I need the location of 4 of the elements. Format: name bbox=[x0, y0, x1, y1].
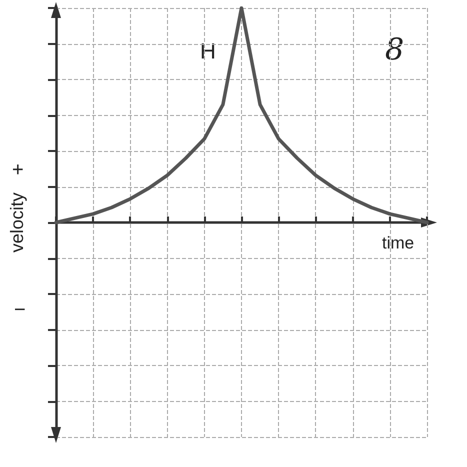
text: − bbox=[14, 299, 26, 321]
x-axis-title: time bbox=[382, 234, 414, 252]
y-axis-title: velocity bbox=[7, 192, 27, 253]
text: + bbox=[12, 159, 24, 181]
